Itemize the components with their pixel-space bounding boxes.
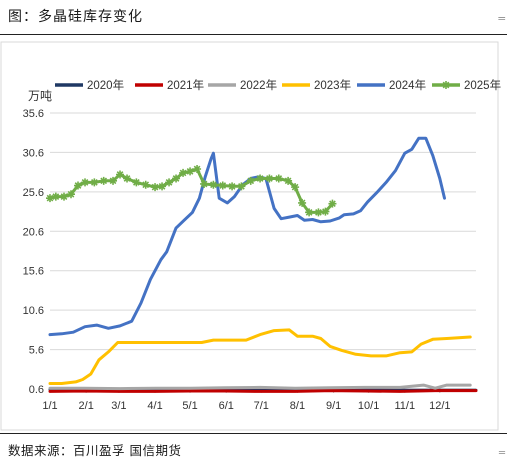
legend-label: 2025年: [464, 78, 501, 92]
y-axis-label: 万吨: [28, 89, 52, 103]
series-point-marker: [274, 174, 283, 183]
series-lines: [46, 136, 478, 393]
series-point-marker: [186, 167, 195, 176]
series-line: [48, 328, 472, 385]
series-point-marker: [123, 174, 132, 183]
series-point-marker: [265, 174, 274, 183]
legend-label: 2020年: [87, 78, 124, 92]
series-point-marker: [179, 168, 188, 177]
x-tick-label: 4/1: [147, 400, 162, 412]
series-point-marker: [193, 164, 202, 173]
series-line: [48, 389, 478, 393]
legend-label: 2024年: [389, 78, 426, 92]
series-point-marker: [209, 180, 218, 189]
chart-frame: [0, 41, 499, 431]
series-point-marker: [141, 180, 150, 189]
legend-label: 2022年: [240, 78, 277, 92]
x-tick-label: 10/1: [358, 400, 379, 412]
x-tick-label: 8/1: [290, 400, 305, 412]
series-point-marker: [51, 192, 60, 201]
legend: 2020年 2021年 2022年 2023年 2024年 2025年: [55, 78, 501, 92]
series-point-marker: [200, 179, 209, 188]
clipped-edge-text: ‗: [498, 6, 506, 21]
legend-label: 2021年: [167, 78, 204, 92]
series-point-marker: [298, 198, 307, 207]
series-point-marker: [172, 174, 181, 183]
series-point-marker: [151, 183, 160, 192]
series-point-marker: [132, 178, 141, 187]
x-tick-label: 7/1: [254, 400, 269, 412]
inventory-line-chart: 35.6 30.6 25.6 20.6 15.6 10.6 5.6 0.6 1/1 2/1 3/1…: [0, 41, 501, 431]
series-point-marker: [237, 182, 246, 191]
x-tick-label: 5/1: [182, 400, 197, 412]
legend-marker: [442, 81, 450, 89]
series-point-marker: [90, 178, 99, 187]
y-tick-label: 10.6: [23, 305, 44, 317]
figure-title: 图：多晶硅库存变化: [8, 9, 143, 25]
x-tick-label: 1/1: [42, 400, 57, 412]
y-tick-label: 0.6: [29, 384, 44, 396]
series-line: [48, 383, 472, 391]
series-point-marker: [284, 176, 293, 185]
y-tick-label: 35.6: [23, 108, 44, 120]
bottom-rule: [0, 433, 507, 434]
x-tick-label: 12/1: [429, 400, 450, 412]
series-point-marker: [328, 199, 337, 208]
series-point-marker: [46, 194, 54, 203]
series-point-marker: [60, 192, 69, 201]
x-tick-label: 2/1: [79, 400, 94, 412]
series-point-marker: [116, 170, 125, 179]
y-tick-label: 15.6: [23, 266, 44, 278]
y-tick-label: 5.6: [29, 345, 44, 357]
series-point-marker: [67, 190, 76, 199]
clipped-edge-text: ‗: [499, 440, 505, 454]
y-axis: 35.6 30.6 25.6 20.6 15.6 10.6 5.6 0.6: [23, 108, 44, 396]
series-point-marker: [158, 182, 167, 191]
x-tick-label: 9/1: [326, 400, 341, 412]
series-point-marker: [109, 176, 118, 185]
y-tick-label: 20.6: [23, 226, 44, 238]
series-point-marker: [256, 174, 265, 183]
series-point-marker: [99, 176, 108, 185]
y-tick-label: 30.6: [23, 147, 44, 159]
series-point-marker: [321, 207, 330, 216]
series-point-marker: [218, 181, 227, 190]
legend-label: 2023年: [314, 78, 351, 92]
series-point-marker: [314, 208, 323, 217]
series-point-marker: [291, 183, 300, 192]
series-point-marker: [246, 176, 255, 185]
series-point-marker: [74, 181, 83, 190]
x-tick-label: 6/1: [219, 400, 234, 412]
y-tick-label: 25.6: [23, 187, 44, 199]
x-tick-label: 3/1: [111, 400, 126, 412]
series-point-marker: [165, 178, 174, 187]
series-point-marker: [228, 182, 237, 191]
data-source: 数据来源：百川盈孚 国信期货: [8, 443, 182, 458]
x-tick-label: 11/1: [395, 400, 416, 412]
top-rule: [0, 34, 507, 35]
series-point-marker: [81, 178, 90, 187]
series-point-marker: [305, 208, 314, 217]
